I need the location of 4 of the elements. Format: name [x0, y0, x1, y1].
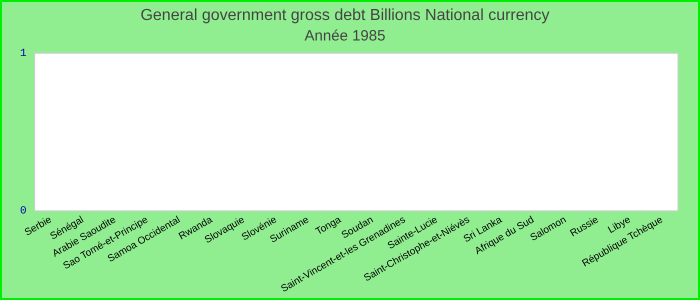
chart-title: General government gross debt Billions National currency: [140, 7, 550, 24]
y-tick-label: 1: [20, 48, 27, 60]
y-tick-label: 0: [20, 206, 27, 218]
chart-subtitle: Année 1985: [304, 27, 386, 44]
